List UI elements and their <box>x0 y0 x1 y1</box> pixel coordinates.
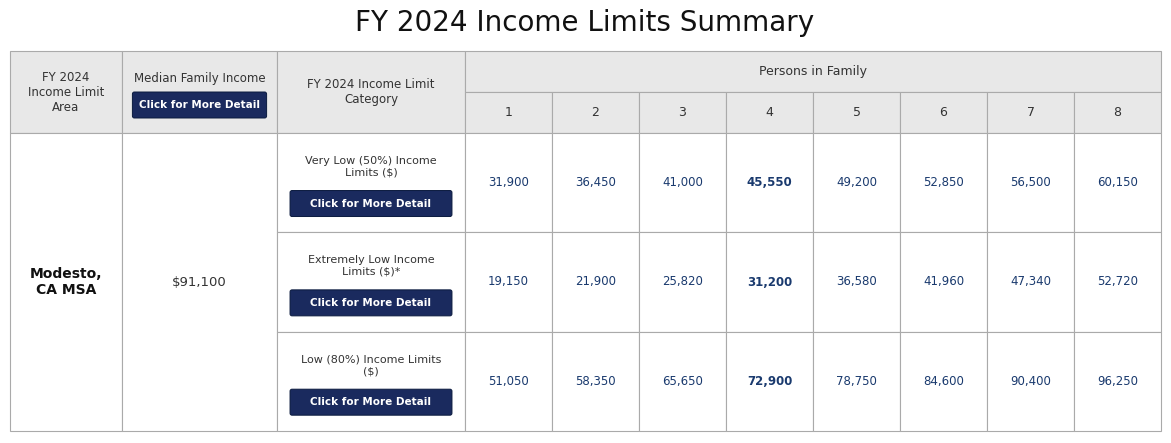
Text: 78,750: 78,750 <box>836 375 877 388</box>
Text: FY 2024 Income Limit
Category: FY 2024 Income Limit Category <box>307 78 434 106</box>
Bar <box>1074 232 1160 332</box>
Text: 90,400: 90,400 <box>1011 375 1050 388</box>
Bar <box>122 133 278 431</box>
Text: Click for More Detail: Click for More Detail <box>310 198 431 209</box>
FancyBboxPatch shape <box>290 290 452 316</box>
Text: FY 2024
Income Limit
Area: FY 2024 Income Limit Area <box>28 70 104 113</box>
Text: 21,900: 21,900 <box>575 276 616 288</box>
Bar <box>900 232 987 332</box>
Bar <box>278 51 465 133</box>
Bar <box>639 133 726 232</box>
Bar <box>552 232 639 332</box>
Text: Low (80%) Income Limits
($): Low (80%) Income Limits ($) <box>301 355 441 376</box>
Text: 1: 1 <box>505 106 513 119</box>
Text: 7: 7 <box>1027 106 1034 119</box>
Text: 47,340: 47,340 <box>1011 276 1052 288</box>
Text: 58,350: 58,350 <box>575 375 616 388</box>
FancyBboxPatch shape <box>132 92 267 118</box>
Bar <box>552 332 639 431</box>
Bar <box>726 133 813 232</box>
Text: 19,150: 19,150 <box>488 276 529 288</box>
Bar <box>11 133 122 431</box>
Bar <box>552 133 639 232</box>
Bar <box>987 232 1074 332</box>
Text: Modesto,
CA MSA: Modesto, CA MSA <box>29 267 102 297</box>
Text: 72,900: 72,900 <box>747 375 793 388</box>
FancyBboxPatch shape <box>290 190 452 217</box>
Bar <box>813 92 900 133</box>
Text: 36,450: 36,450 <box>575 176 616 189</box>
Text: 6: 6 <box>939 106 947 119</box>
Bar <box>122 51 278 133</box>
Bar <box>987 133 1074 232</box>
Bar <box>1074 133 1160 232</box>
Text: 5: 5 <box>852 106 861 119</box>
Bar <box>11 51 122 133</box>
Text: 84,600: 84,600 <box>923 375 964 388</box>
Text: 60,150: 60,150 <box>1097 176 1138 189</box>
Bar <box>639 232 726 332</box>
Text: Persons in Family: Persons in Family <box>759 65 867 78</box>
Bar <box>552 92 639 133</box>
Bar <box>465 92 552 133</box>
Bar <box>900 92 987 133</box>
Bar <box>726 332 813 431</box>
Bar <box>278 133 465 232</box>
Bar <box>639 332 726 431</box>
Text: 3: 3 <box>678 106 686 119</box>
Bar <box>639 92 726 133</box>
Text: 36,580: 36,580 <box>836 276 877 288</box>
Bar <box>987 332 1074 431</box>
Bar <box>278 332 465 431</box>
Text: Click for More Detail: Click for More Detail <box>310 397 431 407</box>
FancyBboxPatch shape <box>290 389 452 415</box>
Bar <box>813 332 900 431</box>
Bar <box>465 133 552 232</box>
Text: 52,720: 52,720 <box>1097 276 1138 288</box>
Bar <box>900 332 987 431</box>
Text: Very Low (50%) Income
Limits ($): Very Low (50%) Income Limits ($) <box>306 156 437 178</box>
Bar <box>1074 92 1160 133</box>
Text: 2: 2 <box>591 106 600 119</box>
Text: 25,820: 25,820 <box>662 276 703 288</box>
Text: 65,650: 65,650 <box>662 375 703 388</box>
Text: 4: 4 <box>766 106 773 119</box>
Bar <box>900 133 987 232</box>
Text: 51,050: 51,050 <box>488 375 529 388</box>
Text: Median Family Income: Median Family Income <box>133 71 266 85</box>
Text: $91,100: $91,100 <box>172 276 227 288</box>
Bar <box>726 92 813 133</box>
Text: 49,200: 49,200 <box>836 176 877 189</box>
Text: 45,550: 45,550 <box>747 176 793 189</box>
Text: Extremely Low Income
Limits ($)*: Extremely Low Income Limits ($)* <box>308 255 434 277</box>
Bar <box>813 133 900 232</box>
Bar <box>726 232 813 332</box>
Text: 31,900: 31,900 <box>488 176 529 189</box>
Text: 52,850: 52,850 <box>923 176 964 189</box>
Text: 56,500: 56,500 <box>1011 176 1050 189</box>
Bar <box>1074 332 1160 431</box>
Text: 41,960: 41,960 <box>923 276 964 288</box>
Bar <box>813 232 900 332</box>
Text: 8: 8 <box>1114 106 1122 119</box>
Bar <box>278 232 465 332</box>
Bar <box>465 51 1160 92</box>
Bar <box>465 232 552 332</box>
Text: 96,250: 96,250 <box>1097 375 1138 388</box>
Text: 31,200: 31,200 <box>747 276 792 288</box>
Text: FY 2024 Income Limits Summary: FY 2024 Income Limits Summary <box>356 9 815 37</box>
Text: Click for More Detail: Click for More Detail <box>139 100 260 110</box>
Text: 41,000: 41,000 <box>662 176 703 189</box>
Bar <box>465 332 552 431</box>
Bar <box>987 92 1074 133</box>
Text: Click for More Detail: Click for More Detail <box>310 298 431 308</box>
